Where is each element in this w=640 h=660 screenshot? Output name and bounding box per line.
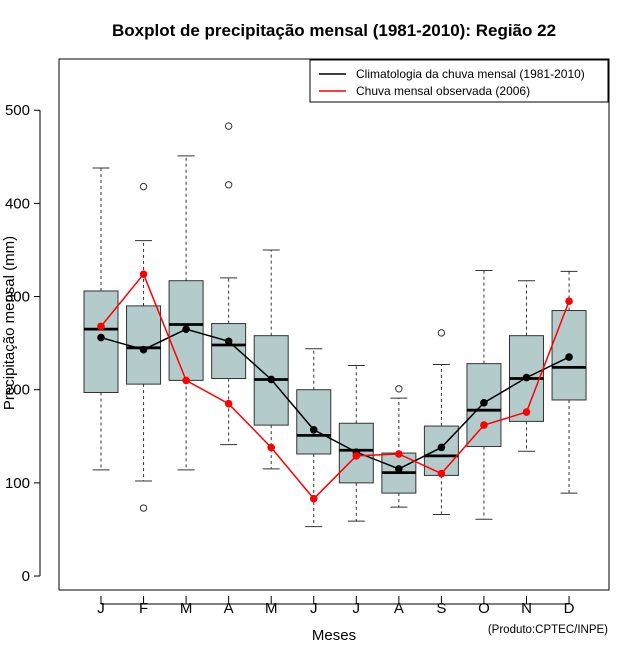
series-point <box>267 375 276 384</box>
x-tick-label: J <box>97 600 105 617</box>
x-tick-label: A <box>224 600 234 617</box>
series-point <box>139 345 148 354</box>
box-6 <box>296 348 332 528</box>
series-point <box>139 270 148 278</box>
chart-title: Boxplot de precipitação mensal (1981-201… <box>112 21 556 40</box>
box-10 <box>466 269 502 520</box>
legend-label-observed: Chuva mensal observada (2006) <box>356 84 530 98</box>
outlier-point <box>139 504 148 512</box>
box-3 <box>168 155 204 471</box>
x-tick-label: M <box>180 600 193 617</box>
credit-text: (Produto:CPTEC/INPE) <box>488 624 608 636</box>
series-point <box>182 376 190 385</box>
y-tick-label: 100 <box>5 475 30 492</box>
axes-layer: 0 100 200 300 400 500 J F M A M J J A S O N D <box>5 102 575 617</box>
outlier-point <box>437 329 446 337</box>
x-tick-label: J <box>353 600 361 617</box>
x-tick-label: S <box>436 600 446 617</box>
box-1 <box>83 167 119 471</box>
series-point <box>437 469 446 478</box>
outlier-point <box>139 182 148 191</box>
series-point <box>267 443 276 452</box>
series-point <box>395 465 403 473</box>
x-tick-label: N <box>521 600 532 617</box>
series-observed <box>97 270 573 503</box>
series-point <box>565 353 573 361</box>
series-point <box>522 373 531 382</box>
series-point <box>224 399 233 408</box>
series-point <box>97 322 105 331</box>
series-point <box>565 297 573 306</box>
x-tick-label: J <box>310 600 318 617</box>
x-tick-label: F <box>139 600 148 617</box>
plot-frame <box>58 58 610 591</box>
series-point <box>182 325 190 333</box>
x-tick-label: A <box>394 600 404 617</box>
box-11 <box>509 280 544 452</box>
x-axis-title: Meses <box>312 627 356 644</box>
x-tick-label: D <box>564 600 575 617</box>
y-axis-title: Precipitação mensal (mm) <box>1 236 18 410</box>
y-tick-label: 400 <box>5 195 30 212</box>
series-point <box>224 337 233 346</box>
legend-box <box>309 59 609 103</box>
outlier-point <box>224 181 233 189</box>
box-8 <box>381 385 417 508</box>
legend-label-climatology: Climatologia da chuva mensal (1981-2010) <box>356 67 585 81</box>
series-point <box>437 443 446 452</box>
box-7 <box>338 364 374 522</box>
y-tick-label: 500 <box>5 102 30 119</box>
box-iqr <box>296 389 332 455</box>
y-tick-label: 0 <box>22 568 30 585</box>
series-point <box>522 408 531 416</box>
series-line <box>100 328 570 470</box>
y-tick-label: 300 <box>5 289 30 306</box>
series-climatology <box>97 325 573 473</box>
x-tick-label: M <box>265 600 278 617</box>
box-iqr <box>126 305 162 385</box>
series-point <box>309 425 318 434</box>
series-point <box>395 450 403 458</box>
box-iqr <box>83 290 119 394</box>
series-point <box>480 421 488 429</box>
outlier-point <box>224 122 233 130</box>
series-point <box>480 398 488 407</box>
series-point <box>352 452 361 460</box>
y-tick-label: 200 <box>5 382 30 399</box>
outlier-point <box>395 385 403 393</box>
series-line <box>100 272 570 500</box>
series-point <box>97 333 105 342</box>
legend: Climatologia da chuva mensal (1981-2010)… <box>309 59 609 103</box>
series-point <box>309 494 318 503</box>
boxes-layer <box>83 122 587 528</box>
series-layer <box>97 270 573 503</box>
box-9 <box>423 329 459 516</box>
x-tick-label: O <box>478 600 490 617</box>
